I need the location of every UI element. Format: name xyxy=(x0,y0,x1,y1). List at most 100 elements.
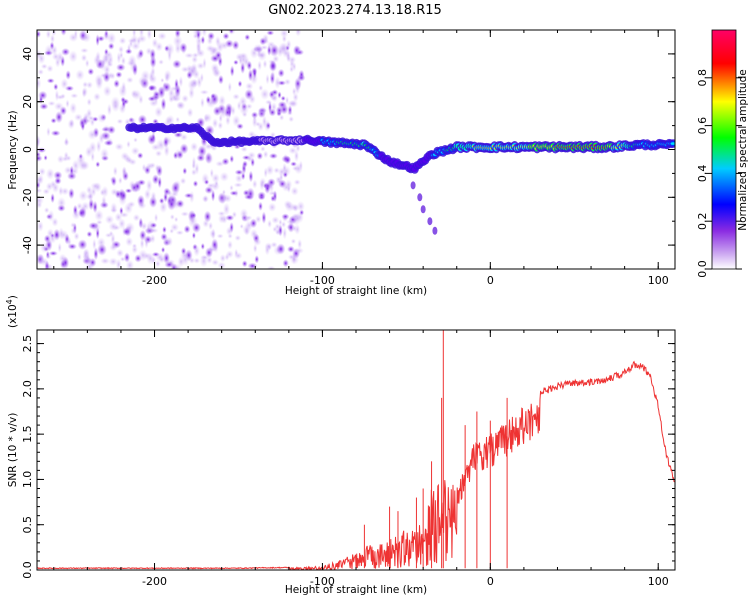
noise-blob xyxy=(234,173,243,183)
noise-blob xyxy=(72,204,78,216)
noise-blob xyxy=(78,208,85,218)
noise-blob xyxy=(259,37,267,46)
noise-blob xyxy=(184,52,195,59)
noise-blob xyxy=(73,232,80,241)
noise-blob xyxy=(171,181,181,195)
noise-blob xyxy=(190,142,199,152)
noise-blob xyxy=(92,200,98,214)
noise-blob xyxy=(118,85,128,98)
noise-blob xyxy=(118,37,127,45)
colorbar-tick-label: 0.8 xyxy=(696,69,709,87)
noise-blob xyxy=(257,60,262,71)
noise-blob xyxy=(193,257,201,264)
noise-blob xyxy=(114,189,122,199)
noise-blob xyxy=(160,77,165,83)
ridge-core xyxy=(670,142,675,145)
noise-blob xyxy=(180,247,187,256)
noise-blob xyxy=(218,113,223,123)
noise-blob xyxy=(247,151,256,160)
noise-blob xyxy=(201,30,207,37)
ridge-tail xyxy=(410,181,416,190)
noise-blob xyxy=(154,213,159,223)
noise-blob xyxy=(37,135,41,148)
noise-blob xyxy=(205,95,211,104)
noise-blob xyxy=(80,47,89,54)
noise-blob xyxy=(94,209,104,222)
noise-blob xyxy=(260,146,266,152)
noise-blob xyxy=(244,227,250,236)
noise-blob xyxy=(286,184,291,194)
noise-blob xyxy=(93,92,101,102)
noise-blob xyxy=(61,256,70,269)
x-tick-label: 0 xyxy=(487,575,494,588)
noise-blob xyxy=(261,211,267,224)
noise-blob xyxy=(285,49,291,62)
noise-blob xyxy=(166,114,175,126)
noise-blob xyxy=(90,182,101,191)
noise-blob xyxy=(182,167,188,175)
noise-blob xyxy=(209,229,217,239)
noise-blob xyxy=(194,162,200,176)
noise-blob xyxy=(295,30,302,37)
noise-blob xyxy=(50,34,55,44)
noise-blob xyxy=(218,94,226,107)
noise-blob xyxy=(181,94,189,103)
noise-blob xyxy=(85,146,93,158)
noise-blob xyxy=(56,154,65,164)
noise-blob xyxy=(262,59,268,69)
noise-blob xyxy=(118,176,123,185)
noise-blob xyxy=(210,93,216,100)
noise-blob xyxy=(149,55,157,69)
noise-blob xyxy=(116,63,126,72)
noise-blob xyxy=(196,48,206,58)
noise-blob xyxy=(68,32,79,43)
noise-blob xyxy=(178,75,184,88)
y-tick-label: -40 xyxy=(21,236,34,254)
noise-blob xyxy=(281,34,287,43)
noise-blob xyxy=(82,248,89,261)
noise-blob xyxy=(247,262,258,269)
noise-blob xyxy=(51,30,57,37)
noise-blob xyxy=(298,69,305,80)
noise-blob xyxy=(252,68,257,79)
noise-blob xyxy=(290,238,297,245)
noise-blob xyxy=(102,85,112,97)
y-tick-label: 2.5 xyxy=(21,335,34,353)
noise-blob xyxy=(138,220,144,229)
noise-blob xyxy=(229,30,234,34)
noise-blob xyxy=(80,121,86,131)
noise-blob xyxy=(115,258,122,269)
noise-blob xyxy=(107,32,117,45)
noise-blob xyxy=(216,233,224,239)
noise-blob xyxy=(266,265,276,269)
noise-blob xyxy=(279,30,289,38)
noise-blob xyxy=(130,89,138,99)
noise-blob xyxy=(81,87,87,99)
noise-blob xyxy=(107,42,115,50)
noise-blob xyxy=(289,203,300,212)
noise-blob xyxy=(108,257,118,266)
noise-blob xyxy=(229,190,239,196)
noise-blob xyxy=(120,96,126,104)
y-tick-label: -20 xyxy=(21,188,34,206)
noise-blob xyxy=(150,143,161,151)
noise-blob xyxy=(68,187,75,200)
noise-blob xyxy=(47,209,55,222)
noise-blob xyxy=(44,260,50,269)
noise-blob xyxy=(291,213,301,220)
noise-blob xyxy=(46,78,55,84)
colorbar-label: Normalized spectral amplitude xyxy=(737,69,749,230)
noise-blob xyxy=(159,197,165,205)
noise-blob xyxy=(217,55,223,67)
noise-blob xyxy=(40,63,48,70)
noise-blob xyxy=(252,243,258,254)
noise-blob xyxy=(274,229,281,236)
noise-blob xyxy=(217,261,226,269)
noise-blob xyxy=(59,106,67,116)
noise-blob xyxy=(212,106,222,117)
x-tick-label: 100 xyxy=(648,575,669,588)
noise-blob xyxy=(118,103,127,114)
colorbar-gradient xyxy=(711,29,737,270)
noise-blob xyxy=(46,126,51,137)
